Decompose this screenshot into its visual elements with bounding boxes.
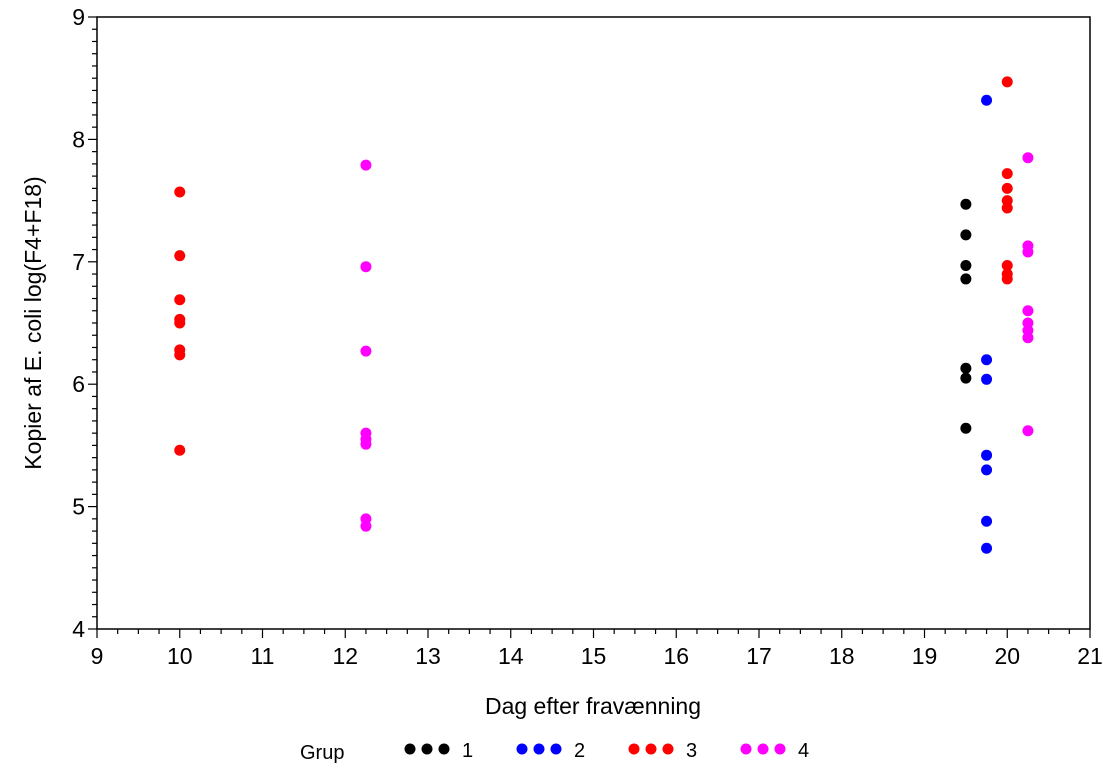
data-point-grup-4 xyxy=(1022,246,1034,258)
x-tick-label: 20 xyxy=(994,643,1020,669)
x-tick-label: 13 xyxy=(415,643,441,669)
x-tick-label: 10 xyxy=(167,643,193,669)
data-point-grup-2 xyxy=(981,373,993,385)
data-point-grup-2 xyxy=(981,94,993,106)
data-point-grup-3 xyxy=(174,349,186,361)
x-tick-label: 11 xyxy=(251,643,275,669)
data-point-grup-3 xyxy=(174,444,186,456)
x-tick-label: 12 xyxy=(332,643,358,669)
legend-marker xyxy=(740,743,752,755)
legend-marker xyxy=(757,743,769,755)
x-tick-label: 17 xyxy=(746,643,772,669)
legend-marker xyxy=(533,743,545,755)
data-point-grup-3 xyxy=(174,186,186,198)
data-point-grup-4 xyxy=(1022,332,1034,344)
data-point-grup-3 xyxy=(174,250,186,262)
legend-label: 3 xyxy=(686,740,697,762)
data-point-grup-1 xyxy=(960,372,972,384)
data-point-grup-4 xyxy=(1022,152,1034,164)
data-point-grup-3 xyxy=(1001,76,1013,88)
data-point-grup-4 xyxy=(1022,425,1034,437)
x-tick-label: 9 xyxy=(91,643,104,669)
plot-frame xyxy=(96,16,1091,630)
legend-marker xyxy=(662,743,674,755)
data-point-grup-4 xyxy=(360,345,372,357)
legend-marker xyxy=(516,743,528,755)
data-point-grup-3 xyxy=(1001,202,1013,214)
data-point-grup-3 xyxy=(1001,182,1013,194)
data-point-grup-3 xyxy=(1001,273,1013,285)
y-tick-label: 7 xyxy=(72,249,85,275)
data-point-grup-1 xyxy=(960,362,972,374)
x-tick-label: 15 xyxy=(581,643,607,669)
y-tick-label: 4 xyxy=(72,616,85,642)
data-point-grup-4 xyxy=(360,438,372,450)
data-point-grup-3 xyxy=(1001,259,1013,271)
legend: Grup 1 2 3 4 xyxy=(300,740,809,764)
x-tick-label: 14 xyxy=(498,643,524,669)
legend-marker xyxy=(550,743,562,755)
x-axis-label: Dag efter fravænning xyxy=(485,693,701,719)
data-point-grup-3 xyxy=(174,317,186,329)
data-point-grup-4 xyxy=(360,520,372,532)
legend-marker xyxy=(645,743,657,755)
legend-marker xyxy=(628,743,640,755)
x-tick-label: 16 xyxy=(663,643,689,669)
data-point-grup-1 xyxy=(960,198,972,210)
legend-marker xyxy=(404,743,416,755)
x-tick-label: 19 xyxy=(912,643,938,669)
x-tick-label: 21 xyxy=(1077,643,1103,669)
data-point-grup-2 xyxy=(981,449,993,461)
data-point-grup-4 xyxy=(360,159,372,171)
data-point-grup-3 xyxy=(1001,168,1013,180)
y-tick-label: 9 xyxy=(72,4,85,30)
data-point-grup-2 xyxy=(981,515,993,527)
legend-label: 1 xyxy=(462,740,473,762)
legend-label: 4 xyxy=(798,740,809,762)
data-point-grup-1 xyxy=(960,422,972,434)
y-axis-label: Kopier af E. coli log(F4+F18) xyxy=(20,176,46,469)
legend-marker xyxy=(421,743,433,755)
axis-ticks: 9 10 11 12 13 14 15 16 17 18 19 20 21 4 5 6 7 8 9 xyxy=(72,4,1103,669)
data-point-grup-1 xyxy=(960,273,972,285)
data-point-grup-3 xyxy=(174,294,186,306)
legend-title: Grup xyxy=(300,742,344,764)
y-tick-label: 8 xyxy=(72,126,85,152)
y-tick-label: 5 xyxy=(72,494,85,520)
data-points xyxy=(174,76,1034,554)
legend-marker xyxy=(774,743,786,755)
y-tick-label: 6 xyxy=(72,371,85,397)
data-point-grup-1 xyxy=(960,229,972,241)
data-point-grup-4 xyxy=(1022,305,1034,317)
data-point-grup-1 xyxy=(960,259,972,271)
data-point-grup-2 xyxy=(981,354,993,366)
data-point-grup-2 xyxy=(981,542,993,554)
legend-marker xyxy=(438,743,450,755)
data-point-grup-4 xyxy=(360,261,372,273)
legend-label: 2 xyxy=(574,740,585,762)
data-point-grup-2 xyxy=(981,464,993,476)
x-tick-label: 18 xyxy=(829,643,855,669)
